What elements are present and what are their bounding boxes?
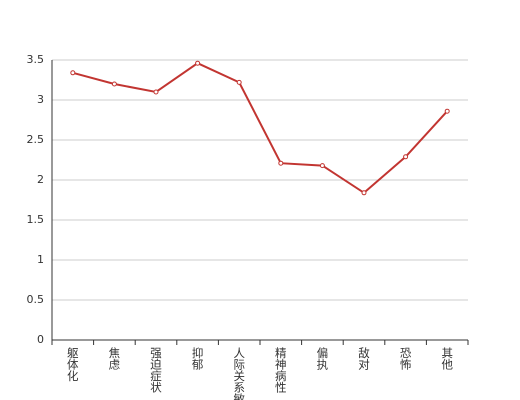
y-tick-label: 1 [37, 253, 44, 266]
x-tick-label: 敌对 [357, 346, 371, 370]
x-tick-label: 偏执 [315, 346, 329, 371]
y-tick-label: 2 [37, 173, 44, 186]
x-tick-label: 精神病性 [274, 347, 288, 394]
line [72, 62, 448, 195]
point [111, 81, 117, 87]
point [236, 79, 242, 85]
y-tick-label: 0.5 [27, 293, 45, 306]
point [361, 190, 367, 196]
x-tick-label: 其他 [440, 347, 454, 370]
point [195, 60, 201, 66]
x-tick-label: 强迫症状 [149, 347, 163, 393]
x-tick-label: 焦虑 [107, 347, 121, 370]
point [403, 154, 409, 160]
point [70, 70, 76, 76]
x-tick-label: 躯体化 [66, 347, 80, 382]
x-tick-label: 人际关系敏感 [232, 347, 246, 400]
y-tick-label: 3 [37, 93, 44, 106]
x-tick-label: 恐怖 [399, 347, 413, 370]
y-tick-label: 1.5 [27, 213, 45, 226]
point [278, 160, 284, 166]
point [153, 89, 159, 95]
y-tick-label: 3.5 [27, 53, 45, 66]
point [319, 163, 325, 169]
point [444, 108, 450, 114]
x-tick-label: 抑郁 [191, 346, 205, 370]
y-tick-label: 0 [37, 333, 44, 346]
y-tick-label: 2.5 [27, 133, 45, 146]
